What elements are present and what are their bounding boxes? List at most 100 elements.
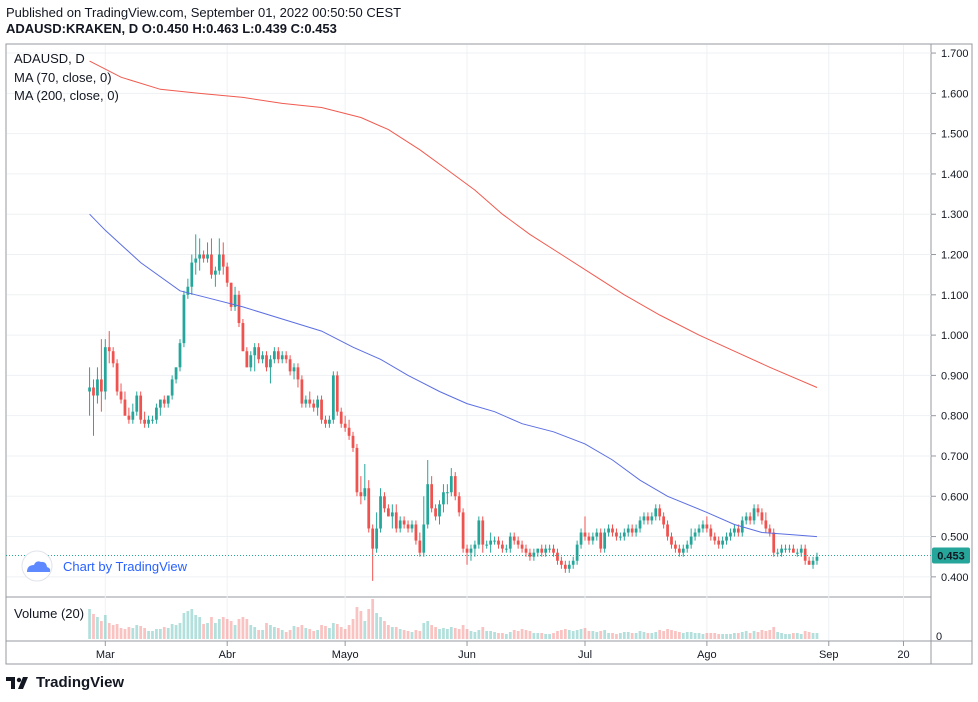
volume-bar	[697, 633, 701, 639]
candle-body	[387, 508, 390, 517]
watermark[interactable]: Chart by TradingView	[21, 550, 188, 582]
time-tick-label: Sep	[819, 649, 839, 661]
candle-body	[316, 399, 319, 408]
last-price-badge	[932, 547, 970, 564]
volume-bar	[383, 621, 386, 639]
volume-bar	[658, 630, 662, 639]
candle-body	[674, 544, 677, 549]
candle-body	[229, 282, 233, 307]
ma200-line	[89, 60, 818, 388]
candle-body	[670, 536, 673, 545]
cloud-icon	[27, 561, 51, 572]
volume-bar	[619, 633, 622, 639]
volume-bar	[571, 631, 575, 639]
volume-bar	[371, 599, 375, 639]
volume-bar	[206, 623, 209, 639]
volume-bar	[418, 631, 422, 639]
volume-bar	[811, 633, 815, 639]
candle-body	[485, 544, 489, 546]
candle-body	[489, 540, 493, 545]
volume-bar	[670, 630, 673, 639]
volume-bar	[170, 624, 174, 639]
candle-body	[406, 524, 410, 529]
volume-bar	[662, 631, 666, 639]
candle-body	[371, 528, 375, 549]
candle-body	[760, 512, 764, 521]
volume-bar	[178, 623, 182, 639]
volume-bar	[229, 621, 233, 639]
candle-body	[768, 528, 772, 533]
volume-bar	[359, 611, 363, 639]
volume-bar	[666, 629, 669, 639]
volume-bar	[674, 631, 677, 639]
candle-body	[422, 524, 426, 553]
candle-body	[729, 532, 732, 537]
time-tick-label: 20	[897, 649, 909, 661]
time-tick-label: Mayo	[332, 649, 359, 661]
candle-body	[571, 560, 575, 565]
volume-bar	[335, 624, 339, 639]
volume-bar	[320, 625, 323, 639]
volume-bar	[355, 607, 359, 639]
volume-bar	[198, 617, 202, 639]
volume-bar	[693, 633, 697, 639]
volume-bar	[139, 626, 143, 639]
candle-body	[135, 395, 139, 412]
tradingview-logo-icon	[6, 676, 28, 689]
volume-bar	[756, 632, 760, 639]
volume-bar	[406, 631, 410, 639]
volume-bar	[504, 634, 508, 639]
volume-bar	[768, 630, 772, 639]
volume-bar	[166, 628, 170, 639]
candle-body	[288, 359, 292, 372]
volume-bar	[603, 630, 607, 639]
candle-body	[815, 556, 819, 561]
candle-body	[359, 492, 363, 497]
volume-bar	[375, 613, 378, 639]
volume-bar	[788, 634, 791, 639]
volume-bar	[469, 631, 473, 639]
candle-body	[131, 411, 135, 420]
volume-bar	[339, 627, 343, 639]
volume-bar	[626, 632, 630, 639]
candle-body	[607, 528, 610, 533]
candle-body	[249, 355, 253, 368]
candle-body	[560, 560, 563, 565]
candle-body	[284, 355, 288, 360]
candle-body	[681, 548, 685, 553]
candle-body	[127, 415, 131, 420]
candle-body	[599, 532, 603, 549]
volume-bar	[131, 628, 135, 639]
volume-bar	[803, 631, 807, 639]
candle-body	[705, 524, 709, 529]
volume-bar	[532, 633, 536, 639]
candle-body	[650, 516, 654, 521]
candle-body	[343, 423, 347, 428]
volume-bar	[280, 630, 284, 639]
candle-body	[233, 294, 237, 307]
candle-body	[658, 508, 662, 517]
candle-body	[162, 399, 166, 404]
volume-bar	[701, 634, 705, 639]
volume-bar	[351, 619, 355, 639]
candle-body	[788, 548, 791, 550]
price-tick-label: 1.700	[941, 48, 969, 60]
volume-bar	[300, 625, 304, 639]
volume-bar	[237, 619, 241, 639]
volume-bar	[347, 625, 351, 639]
volume-bar	[107, 623, 111, 639]
candle-body	[347, 427, 351, 436]
volume-bar	[689, 632, 693, 639]
volume-bar	[445, 629, 449, 639]
candle-body	[611, 528, 614, 533]
volume-bar	[607, 633, 610, 639]
volume-bar	[465, 629, 469, 639]
candle-body	[438, 504, 441, 517]
brand-logo[interactable]: TradingView	[6, 674, 124, 691]
candle-body	[556, 552, 559, 561]
candle-body	[99, 379, 103, 392]
price-tick-label: 0.900	[941, 370, 969, 382]
candle-body	[198, 254, 202, 259]
volume-bar	[685, 632, 689, 639]
volume-bar	[493, 632, 496, 639]
